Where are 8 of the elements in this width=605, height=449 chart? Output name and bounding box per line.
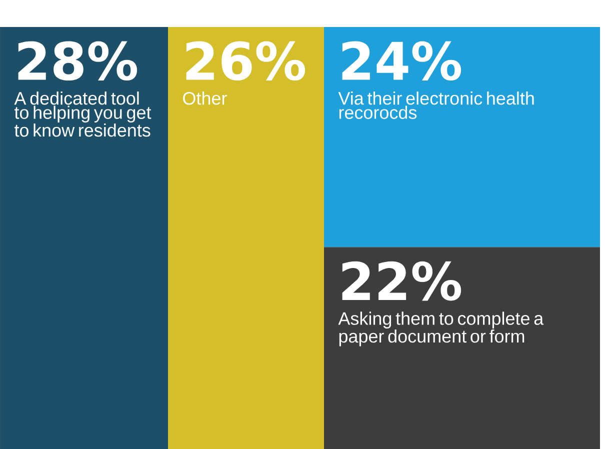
category-label: A dedicated tool to helping you get to know residents — [14, 92, 152, 137]
category-label: Asking them to complete a paper document or form — [338, 312, 544, 346]
data-label: 24% — [342, 41, 462, 81]
category-label: Other — [183, 92, 227, 105]
data-label: 28% — [18, 41, 138, 81]
data-label: 22% — [342, 261, 462, 301]
data-label: 26% — [186, 41, 306, 81]
category-label: Via their electronic health recorocds — [338, 92, 534, 119]
